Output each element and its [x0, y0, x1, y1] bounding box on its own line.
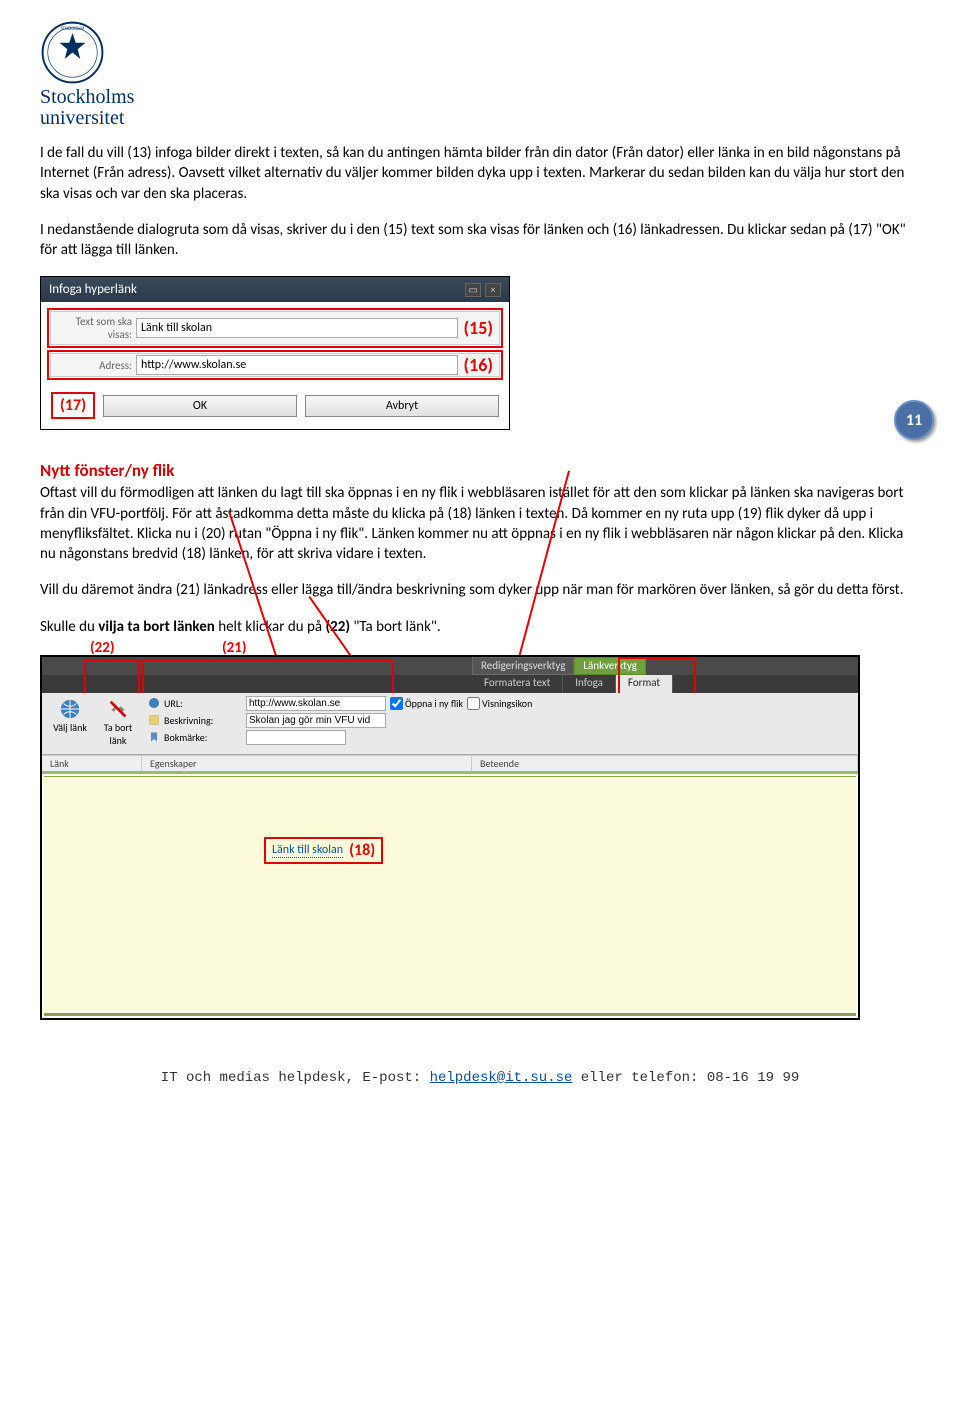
select-link-button[interactable]: Välj länk	[46, 696, 94, 736]
broken-link-icon	[107, 698, 129, 720]
seal-icon: STOCKHOLM	[40, 20, 105, 85]
label-url: URL:	[164, 697, 242, 710]
svg-text:STOCKHOLM: STOCKHOLM	[61, 27, 85, 32]
logo-line1: Stockholms	[40, 87, 920, 108]
dialog-titlebar: Infoga hyperlänk ▭ ×	[41, 277, 509, 302]
label-bookmark: Bokmärke:	[164, 731, 242, 744]
callout-17: (17)	[51, 392, 95, 419]
university-logo: STOCKHOLM Stockholms universitet	[40, 20, 920, 129]
section-label-egenskaper: Egenskaper	[142, 756, 472, 771]
note-icon	[148, 714, 160, 726]
label-description: Beskrivning:	[164, 714, 242, 727]
paragraph-2: I nedanstående dialogruta som då visas, …	[40, 220, 920, 261]
section-header-nytt-fonster: Nytt fönster/ny flik	[40, 460, 920, 481]
dialog-title: Infoga hyperlänk	[49, 282, 137, 297]
canvas-link-text[interactable]: Länk till skolan	[272, 843, 343, 858]
ok-button[interactable]: OK	[103, 395, 297, 417]
window-close-icon[interactable]: ×	[485, 283, 501, 297]
globe-small-icon	[148, 697, 160, 709]
label-address: Adress:	[51, 356, 136, 375]
editor-screenshot: (22) (21) (20) (19) Redigeringsverktyg L…	[40, 655, 860, 1020]
checkbox-display-icon[interactable]: Visningsikon	[467, 697, 532, 710]
subtab-infoga[interactable]: Infoga	[563, 675, 616, 693]
remove-link-button[interactable]: Ta bort länk	[94, 696, 142, 749]
section-label-lank: Länk	[42, 756, 142, 771]
footer-prefix: IT och medias helpdesk, E-post:	[161, 1070, 430, 1086]
subtab-formatera[interactable]: Formatera text	[472, 675, 563, 693]
callout-16: (16)	[458, 354, 499, 376]
page-number-badge: 11	[894, 400, 934, 440]
section2-paragraph3: Skulle du vilja ta bort länken helt klic…	[40, 617, 920, 637]
globe-icon	[59, 698, 81, 720]
callout-box-15: Text som ska visas: Länk till skolan (15…	[47, 308, 503, 348]
accent-bar	[42, 771, 858, 774]
tab-group-redigering: Redigeringsverktyg	[472, 657, 574, 675]
link-properties-panel: URL: Öppna i ny flik Visningsikon Beskri…	[142, 696, 854, 747]
footer-suffix: eller telefon: 08-16 19 99	[572, 1070, 799, 1086]
logo-line2: universitet	[40, 108, 920, 129]
bookmark-icon	[148, 731, 160, 743]
editor-canvas[interactable]: Länk till skolan (18)	[44, 776, 856, 1016]
callout-19-box	[618, 657, 696, 697]
callout-21-label: (21)	[222, 639, 247, 657]
callout-18-label: (18)	[349, 841, 375, 860]
checkbox-open-new-tab[interactable]: Öppna i ny flik	[390, 697, 463, 710]
input-text-to-show[interactable]: Länk till skolan	[136, 318, 458, 338]
cancel-button[interactable]: Avbryt	[305, 395, 499, 417]
input-description[interactable]	[246, 713, 386, 728]
ribbon-toolbar: Välj länk Ta bort länk URL: Öppna i ny f…	[42, 693, 858, 755]
input-address[interactable]: http://www.skolan.se	[136, 355, 458, 375]
checkbox-display-icon-input[interactable]	[467, 697, 480, 710]
callout-22-label: (22)	[90, 639, 115, 657]
checkbox-open-new-tab-input[interactable]	[390, 697, 403, 710]
callout-18-box: Länk till skolan (18)	[264, 837, 383, 864]
page-footer: IT och medias helpdesk, E-post: helpdesk…	[40, 1070, 920, 1086]
section-label-beteende: Beteende	[472, 756, 858, 771]
ribbon-section-labels: Länk Egenskaper Beteende	[42, 755, 858, 771]
window-maximize-icon[interactable]: ▭	[465, 283, 481, 297]
callout-15: (15)	[458, 317, 499, 339]
insert-hyperlink-dialog: Infoga hyperlänk ▭ × Text som ska visas:…	[40, 276, 510, 430]
callout-box-16: Adress: http://www.skolan.se (16)	[47, 350, 503, 380]
input-url[interactable]	[246, 696, 386, 711]
section2-paragraph2: Vill du däremot ändra (21) länkadress el…	[40, 580, 920, 600]
input-bookmark[interactable]	[246, 730, 346, 745]
label-text-to-show: Text som ska visas:	[51, 312, 136, 344]
section2-paragraph1: Oftast vill du förmodligen att länken du…	[40, 483, 920, 564]
paragraph-1: I de fall du vill (13) infoga bilder dir…	[40, 143, 920, 204]
footer-email-link[interactable]: helpdesk@it.su.se	[430, 1070, 573, 1086]
